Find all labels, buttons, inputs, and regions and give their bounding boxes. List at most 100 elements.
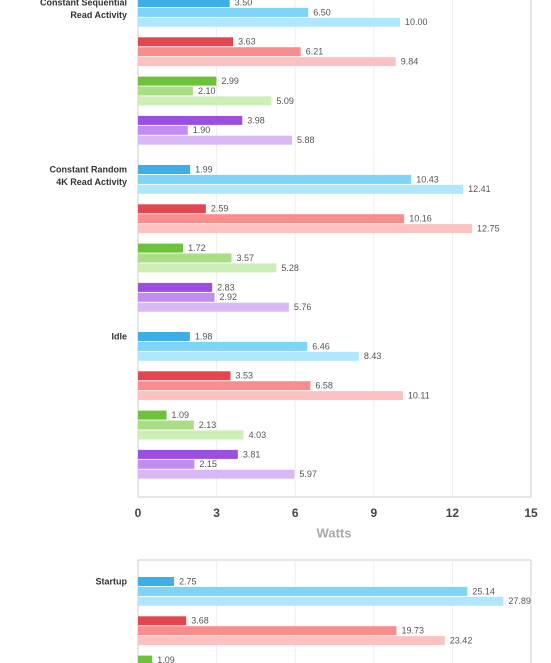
bar xyxy=(138,243,184,253)
bar xyxy=(138,7,309,17)
value-label: 10.16 xyxy=(409,214,432,224)
value-label: 12.75 xyxy=(477,223,500,233)
value-label: 12.41 xyxy=(468,184,491,194)
bar xyxy=(138,410,167,420)
value-label: 2.75 xyxy=(179,576,197,586)
bar xyxy=(138,636,445,646)
value-label: 3.68 xyxy=(191,616,209,626)
bar xyxy=(138,332,190,341)
bar xyxy=(138,420,194,430)
bar xyxy=(138,596,504,606)
bar xyxy=(138,351,359,361)
value-label: 3.53 xyxy=(235,371,253,381)
bar xyxy=(138,263,277,273)
bar xyxy=(138,96,272,106)
category-label: 4K Read Activity xyxy=(56,177,127,187)
bar xyxy=(138,577,175,586)
value-label: 2.13 xyxy=(199,420,217,430)
category-label: Read Activity xyxy=(70,10,127,20)
x-tick-label: 12 xyxy=(446,506,460,520)
value-label: 9.84 xyxy=(401,56,419,66)
value-label: 1.09 xyxy=(172,410,190,420)
bar xyxy=(138,449,238,459)
value-label: 2.99 xyxy=(221,76,239,86)
bar xyxy=(138,655,153,663)
value-label: 10.43 xyxy=(416,174,439,184)
value-label: 8.43 xyxy=(364,351,382,361)
value-label: 5.09 xyxy=(276,96,294,106)
bar xyxy=(138,86,194,96)
value-label: 2.92 xyxy=(220,292,238,302)
bar xyxy=(138,391,403,401)
bar xyxy=(138,282,213,292)
x-tick-label: 9 xyxy=(370,506,377,520)
x-axis-label: Watts xyxy=(317,525,352,540)
category-label: Startup xyxy=(96,576,128,586)
bar xyxy=(138,430,244,440)
value-label: 10.11 xyxy=(408,390,430,400)
value-label: 6.50 xyxy=(313,7,331,17)
bar xyxy=(138,586,468,596)
value-label: 25.14 xyxy=(472,586,495,596)
value-label: 23.42 xyxy=(450,635,473,645)
value-label: 6.58 xyxy=(315,381,333,391)
value-label: 5.88 xyxy=(297,135,315,145)
bar xyxy=(138,469,295,479)
value-label: 19.73 xyxy=(401,626,424,636)
bar xyxy=(138,115,243,125)
bar xyxy=(138,626,397,636)
value-label: 1.99 xyxy=(195,164,213,174)
value-label: 2.59 xyxy=(211,204,229,214)
bar xyxy=(138,125,188,135)
bar xyxy=(138,0,230,7)
category-label: Constant Sequential xyxy=(40,0,127,7)
bar xyxy=(138,224,473,234)
value-label: 1.72 xyxy=(188,243,206,253)
x-tick-label: 0 xyxy=(135,506,142,520)
value-label: 5.97 xyxy=(299,469,317,479)
value-label: 5.28 xyxy=(281,263,299,273)
value-label: 3.98 xyxy=(247,115,265,125)
value-label: 1.98 xyxy=(195,331,213,341)
value-label: 6.21 xyxy=(306,47,324,57)
bar xyxy=(138,184,464,194)
value-label: 6.46 xyxy=(312,341,330,351)
value-label: 1.09 xyxy=(157,655,175,663)
value-label: 4.03 xyxy=(249,430,267,440)
bar xyxy=(138,459,195,469)
value-label: 10.00 xyxy=(405,17,428,27)
value-label: 27.89 xyxy=(508,596,531,606)
category-label: Idle xyxy=(111,331,127,341)
x-tick-label: 6 xyxy=(292,506,299,520)
value-label: 2.15 xyxy=(199,459,217,469)
value-label: 3.81 xyxy=(243,449,261,459)
x-tick-label: 15 xyxy=(524,506,538,520)
bar xyxy=(138,381,311,391)
bar xyxy=(138,135,293,145)
x-tick-label: 3 xyxy=(213,506,220,520)
bar xyxy=(138,57,396,67)
bar xyxy=(138,253,232,263)
category-label: Constant Random xyxy=(50,164,128,174)
bar xyxy=(138,37,234,47)
bar xyxy=(138,76,217,86)
value-label: 5.76 xyxy=(294,302,312,312)
value-label: 2.10 xyxy=(198,86,216,96)
bar xyxy=(138,174,412,184)
value-label: 3.57 xyxy=(237,253,255,263)
bar xyxy=(138,17,400,27)
bar xyxy=(138,616,187,626)
bar xyxy=(138,214,405,224)
value-label: 3.63 xyxy=(238,37,256,47)
bar xyxy=(138,302,289,312)
value-label: 1.90 xyxy=(193,125,211,135)
bar xyxy=(138,292,215,302)
bar xyxy=(138,371,231,381)
bar xyxy=(138,165,191,174)
bar xyxy=(138,47,301,57)
bar xyxy=(138,341,308,351)
bar xyxy=(138,204,206,214)
value-label: 2.83 xyxy=(217,282,235,292)
